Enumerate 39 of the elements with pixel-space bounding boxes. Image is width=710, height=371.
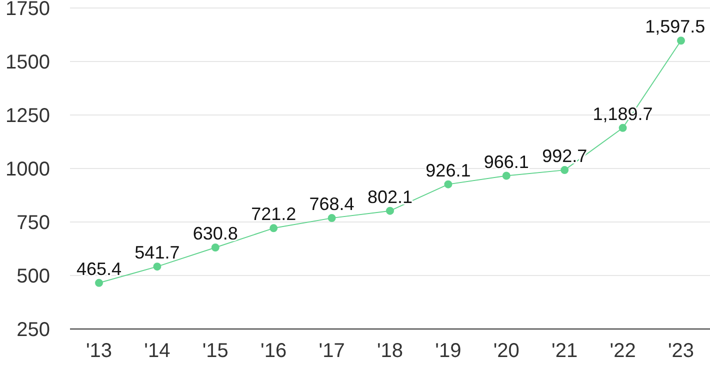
y-tick-label: 250	[16, 319, 50, 342]
point	[270, 224, 278, 232]
data-label: 992.7	[542, 146, 588, 166]
data-label: 768.4	[309, 194, 354, 214]
x-tick-label: '17	[318, 340, 345, 362]
x-tick-label: '19	[435, 340, 462, 362]
x-tick-label: '20	[493, 340, 520, 362]
point	[502, 172, 510, 180]
x-tick-label: '18	[376, 340, 404, 362]
point	[386, 206, 394, 215]
point	[618, 124, 627, 132]
y-tick-label: 500	[16, 266, 50, 288]
point	[677, 36, 685, 45]
data-label: 926.1	[426, 160, 471, 180]
point	[328, 214, 336, 222]
point	[560, 166, 569, 174]
data-label: 802.1	[367, 186, 413, 207]
data-label: 465.4	[76, 258, 122, 279]
point	[211, 244, 220, 252]
x-tick-label: '22	[610, 340, 636, 362]
data-label: 630.8	[192, 224, 238, 244]
x-tick-label: '16	[260, 340, 287, 362]
y-tick-label: 1750	[6, 0, 50, 20]
x-tick-label: '14	[144, 340, 170, 362]
y-tick-label: 750	[16, 212, 50, 234]
y-tick-label: 1000	[6, 158, 50, 181]
point	[444, 180, 452, 188]
y-tick-label: 1250	[6, 105, 50, 128]
x-tick-label: '23	[668, 340, 694, 362]
point	[95, 278, 103, 287]
data-label: 966.1	[484, 152, 529, 172]
data-label: 541.7	[134, 242, 180, 263]
data-label: 721.2	[251, 204, 296, 224]
data-label: 1,597.5	[645, 16, 706, 37]
x-tick-label: '21	[552, 340, 578, 362]
x-tick-label: '13	[86, 340, 112, 362]
point	[153, 262, 162, 271]
x-tick-label: '15	[202, 340, 228, 362]
y-tick-label: 1500	[6, 52, 50, 74]
